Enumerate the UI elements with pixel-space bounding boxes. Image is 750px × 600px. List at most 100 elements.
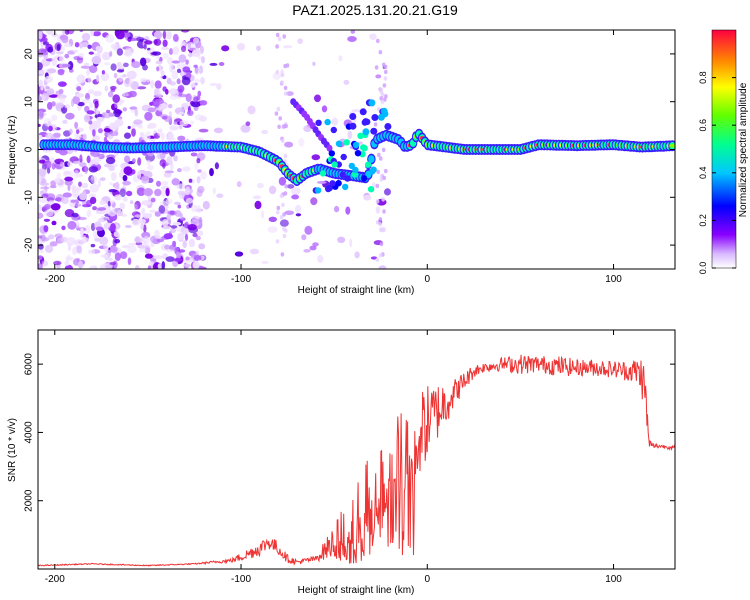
noise-blob: [280, 80, 284, 85]
noise-blob: [347, 36, 357, 42]
noise-blob: [72, 246, 78, 255]
noise-blob: [103, 62, 111, 66]
noise-blob: [70, 199, 76, 203]
noise-blob: [384, 69, 388, 75]
noise-blob: [87, 44, 92, 49]
noise-blob: [177, 190, 186, 195]
noise-blob: [87, 76, 92, 84]
noise-blob: [156, 153, 165, 160]
noise-blob: [81, 98, 91, 104]
noise-blob: [122, 196, 128, 202]
noise-blob: [291, 187, 301, 196]
noise-blob: [115, 30, 125, 40]
noise-blob: [38, 62, 43, 71]
noise-blob: [165, 256, 175, 262]
noise-blob: [200, 171, 207, 180]
noise-blob: [162, 75, 167, 80]
noise-blob: [384, 188, 391, 196]
noise-blob: [66, 237, 76, 246]
colorbar-gradient: [711, 29, 737, 269]
noise-blob: [172, 33, 179, 42]
noise-blob: [38, 175, 42, 185]
noise-blob: [162, 226, 172, 230]
noise-blob: [191, 101, 201, 108]
noise-blob: [124, 132, 131, 139]
noise-blob: [381, 197, 386, 202]
noise-blob: [179, 120, 189, 127]
noise-blob: [199, 100, 208, 106]
noise-blob: [188, 178, 193, 183]
colorbar-tick-label: 0.4: [698, 167, 708, 180]
noise-blob: [135, 37, 145, 42]
noise-blob: [166, 156, 173, 166]
noise-blob: [72, 193, 79, 199]
noise-blob: [234, 251, 244, 257]
noise-blob: [376, 169, 381, 175]
noise-blob: [41, 237, 50, 242]
noise-blob: [59, 149, 68, 156]
noise-blob: [384, 168, 388, 174]
noise-blob: [254, 200, 262, 210]
noise-blob: [143, 188, 153, 197]
noise-blob: [276, 106, 281, 112]
noise-blob: [375, 199, 380, 204]
noise-blob: [105, 34, 115, 43]
noise-blob: [163, 172, 172, 178]
noise-blob: [379, 241, 384, 247]
ridge-scatter: [357, 132, 364, 139]
noise-blob: [89, 102, 93, 109]
colorbar: 0.0 0.2 0.4 0.6 0.8 Normalized spectral ampl…: [698, 29, 749, 274]
noise-blob: [94, 100, 99, 109]
noise-blob: [38, 197, 48, 203]
noise-blob: [44, 75, 53, 83]
noise-blob: [109, 182, 113, 186]
noise-blob: [38, 31, 43, 40]
noise-blob: [282, 212, 286, 217]
noise-blob: [375, 74, 382, 79]
noise-blob: [80, 227, 84, 237]
noise-blob: [114, 252, 121, 261]
noise-blob: [190, 82, 196, 88]
noise-blob: [282, 233, 287, 239]
noise-blob: [128, 242, 138, 246]
noise-blob: [110, 43, 119, 49]
noise-blob: [82, 133, 87, 140]
noise-blob: [38, 204, 42, 212]
noise-blob: [38, 94, 46, 101]
noise-blob: [179, 213, 184, 221]
noise-blob: [97, 178, 101, 188]
noise-blob: [177, 232, 185, 241]
noise-blob: [383, 64, 388, 70]
noise-blob: [128, 90, 137, 98]
noise-blob: [185, 197, 193, 204]
noise-blob: [140, 78, 147, 83]
noise-blob: [40, 186, 50, 190]
noise-blob: [216, 193, 224, 198]
noise-blob: [277, 36, 282, 42]
noise-blob: [156, 238, 164, 243]
snr-series-line: [38, 354, 675, 567]
noise-blob: [378, 265, 387, 269]
x-tick-label: -100: [231, 574, 251, 585]
noise-blob: [194, 78, 200, 83]
noise-blob: [61, 225, 66, 231]
noise-blob: [72, 95, 80, 105]
noise-blob: [51, 220, 57, 226]
noise-blob: [168, 219, 172, 225]
noise-blob: [44, 244, 54, 253]
noise-blob: [110, 172, 117, 181]
noise-blob: [130, 125, 135, 129]
noise-blob: [194, 114, 205, 121]
noise-blob: [284, 123, 288, 129]
noise-blob: [161, 261, 166, 269]
ridge-segment: [368, 155, 375, 163]
spectrogram-xlabel: Height of straight line (km): [298, 285, 415, 296]
noise-blob: [100, 254, 109, 258]
colorbar-tick-label: 0.8: [698, 71, 708, 84]
noise-blob: [338, 55, 343, 62]
noise-blob: [80, 65, 91, 69]
noise-blob: [74, 42, 80, 48]
noise-blob: [38, 134, 43, 140]
noise-blob: [381, 147, 386, 153]
